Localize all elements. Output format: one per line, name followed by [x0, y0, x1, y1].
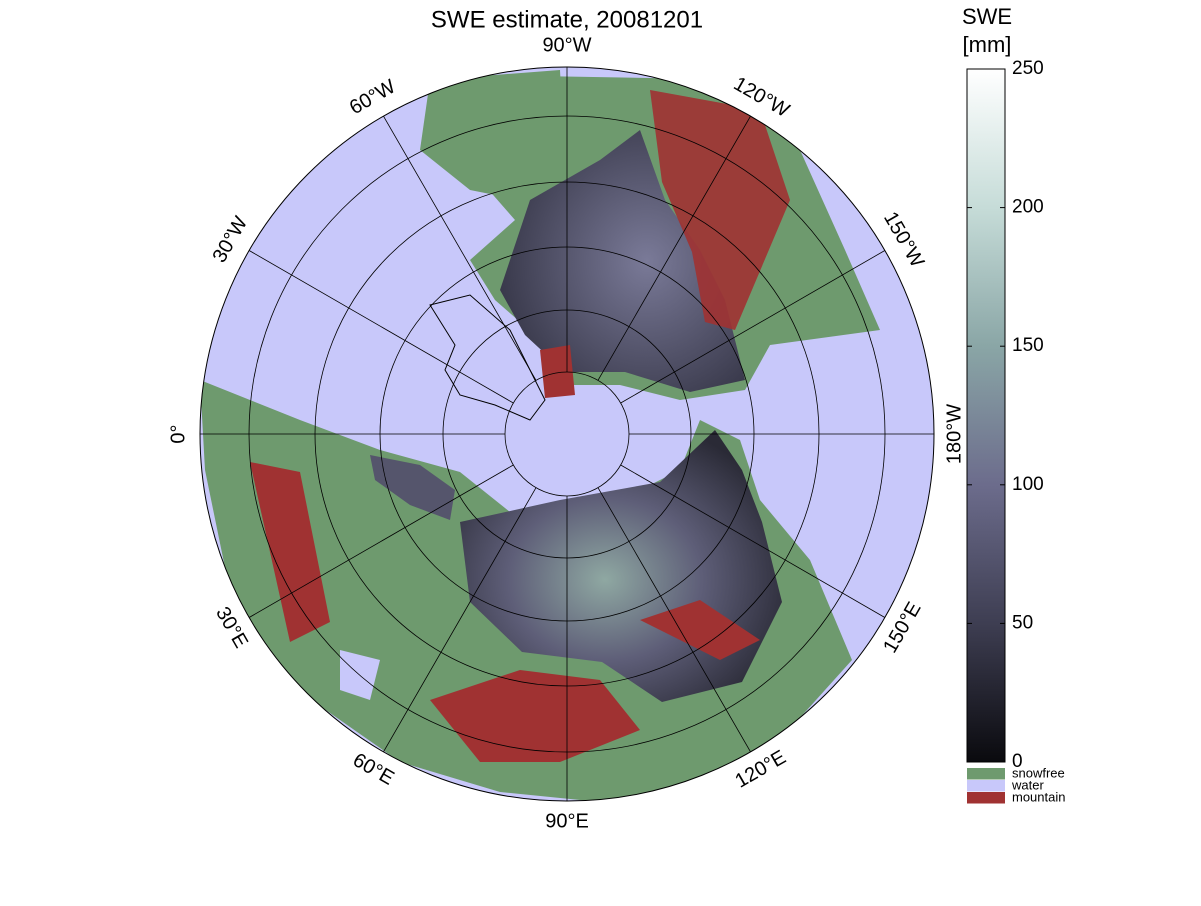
- colorbar-tick-label: 50: [1012, 612, 1033, 633]
- legend-swatch: [967, 768, 1005, 780]
- meridian: [620, 250, 886, 404]
- colorbar-label: SWE: [962, 4, 1012, 29]
- legend-label: water: [1011, 777, 1044, 792]
- legend-swatch: [967, 780, 1005, 792]
- longitude-label: 90°W: [542, 34, 591, 56]
- legend-label: mountain: [1012, 789, 1065, 804]
- coastline: [429, 294, 546, 421]
- legend-swatch: [967, 792, 1005, 804]
- colorbar-tick-label: 200: [1012, 197, 1044, 218]
- mountain: [250, 462, 330, 642]
- snow-cover: [370, 455, 455, 520]
- meridian: [620, 464, 886, 618]
- map-disk: [200, 67, 934, 801]
- colorbar-tick-label: 250: [1012, 58, 1044, 79]
- meridian: [597, 487, 751, 753]
- colorbar-ticks: 0 50 100 150 200 250: [967, 58, 1044, 772]
- map-title: SWE estimate, 20081201: [431, 6, 703, 33]
- longitude-label: 180°W: [943, 404, 965, 464]
- colorbar-tick-label: 0: [1012, 751, 1023, 772]
- colorbar-tick-label: 150: [1012, 335, 1044, 356]
- mountain: [640, 600, 760, 660]
- meridian: [383, 115, 537, 381]
- colorbar: [966, 68, 1006, 763]
- colorbar-label: [mm]: [963, 32, 1012, 57]
- meridian: [248, 464, 514, 618]
- longitude-label: 0°: [167, 424, 189, 443]
- legend-label: snowfree: [1012, 765, 1065, 780]
- meridian: [383, 487, 537, 753]
- map-frame: [199, 66, 935, 802]
- colorbar-tick-label: 100: [1012, 474, 1044, 495]
- mountain: [430, 670, 640, 762]
- graticule: [200, 67, 934, 801]
- meridian: [597, 115, 751, 381]
- meridian: [248, 250, 514, 404]
- mountain: [650, 90, 790, 330]
- mountain: [540, 345, 575, 398]
- longitude-label: 90°E: [545, 810, 589, 832]
- snow-cover: [500, 130, 745, 392]
